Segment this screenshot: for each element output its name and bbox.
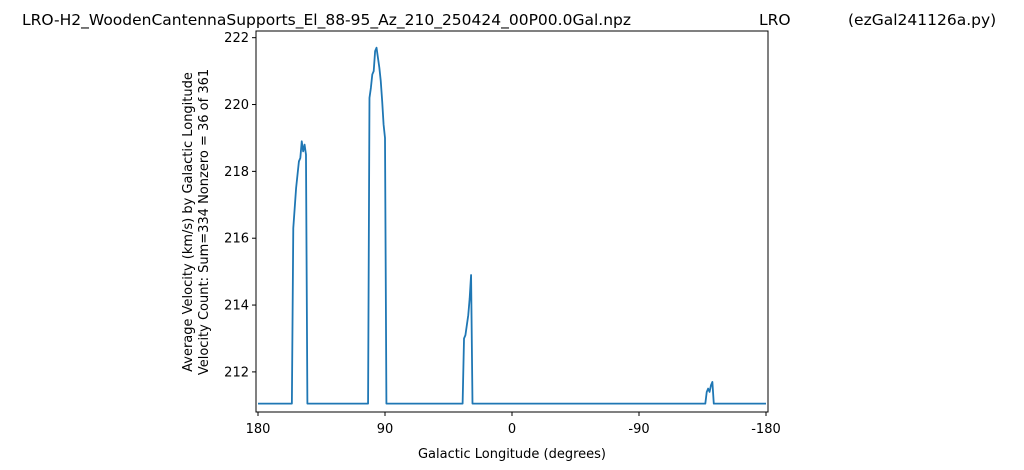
y-tick-label: 212: [224, 365, 249, 380]
plot-frame: [255, 30, 769, 413]
series-line: [258, 46, 766, 405]
x-tick-label: 90: [377, 422, 394, 437]
y-axis-label-line2: Velocity Count: Sum=334 Nonzero = 36 of …: [197, 69, 212, 375]
y-tick-label: 222: [224, 31, 249, 46]
y-tick-label: 218: [224, 165, 249, 180]
y-tick-label: 214: [224, 299, 249, 314]
y-tick-label: 216: [224, 232, 249, 247]
x-axis-ticks: 180 90 0 -90 -180: [246, 412, 781, 437]
y-axis-label-line1: Average Velocity (km/s) by Galactic Long…: [181, 72, 196, 372]
x-axis-label: Galactic Longitude (degrees): [418, 447, 606, 462]
chart-title-file: LRO-H2_WoodenCantennaSupports_El_88-95_A…: [22, 11, 631, 30]
plot-series: [258, 46, 766, 405]
x-tick-label: -180: [751, 422, 781, 437]
y-axis-ticks: 212 214 216 218 220 222: [224, 31, 256, 380]
x-tick-label: 180: [246, 422, 271, 437]
chart-title-site: LRO: [759, 11, 791, 29]
chart-title-program: (ezGal241126a.py): [848, 11, 996, 29]
x-tick-label: -90: [628, 422, 649, 437]
y-tick-label: 220: [224, 98, 249, 113]
x-tick-label: 0: [508, 422, 516, 437]
